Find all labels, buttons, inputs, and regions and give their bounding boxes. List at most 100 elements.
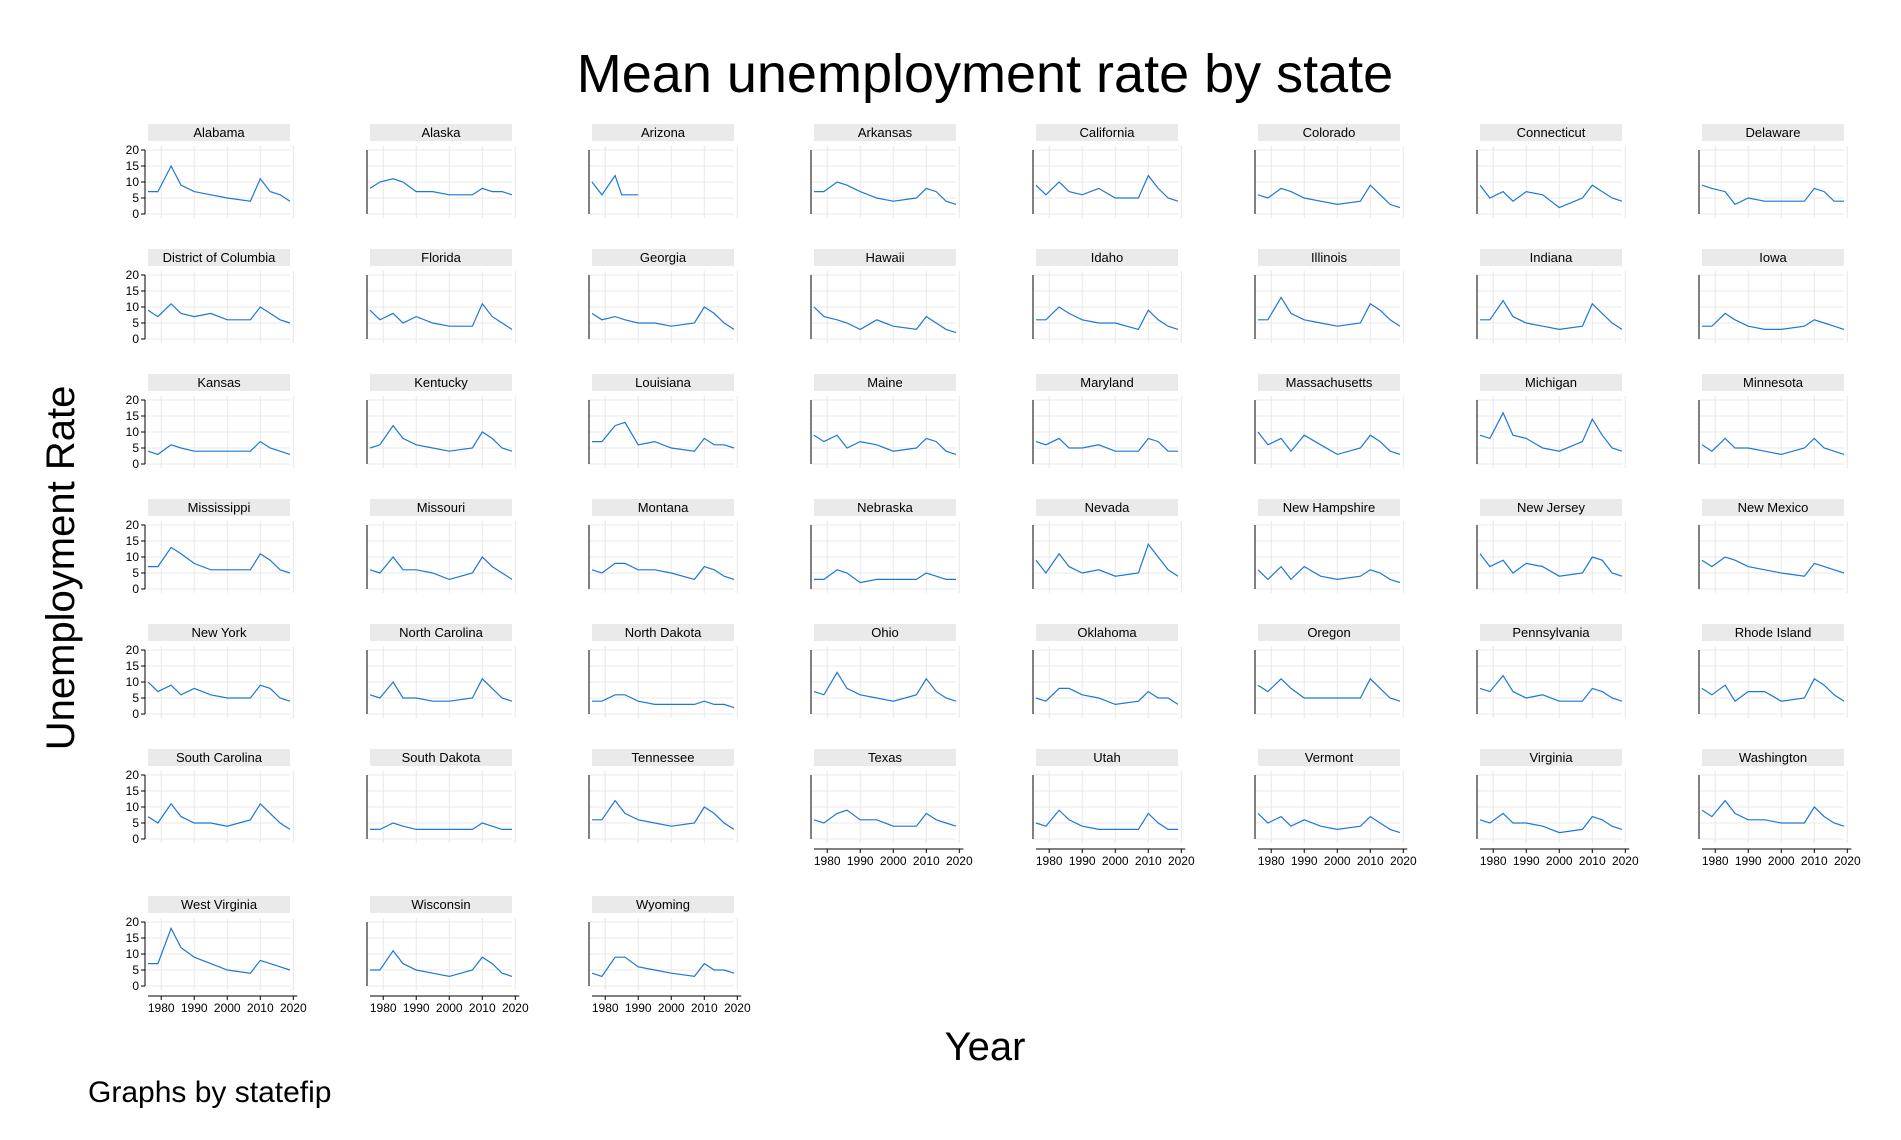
y-tick-label: 5 — [132, 963, 139, 977]
x-tick-label: 2010 — [247, 1001, 274, 1015]
panel-arkansas: Arkansas — [810, 124, 960, 218]
x-tick-label: 2000 — [1768, 854, 1795, 868]
series-line — [1257, 184, 1401, 209]
panel-label: Alaska — [421, 125, 461, 140]
panel-label: Wyoming — [636, 897, 690, 912]
panel-strip — [1702, 124, 1844, 141]
x-tick-label: 1980 — [148, 1001, 175, 1015]
panel-michigan: Michigan — [1476, 374, 1626, 468]
panel-louisiana: Louisiana — [588, 374, 738, 468]
panel-strip — [148, 896, 290, 913]
panel-strip — [1480, 499, 1622, 516]
panel-label: North Carolina — [399, 625, 484, 640]
series-line — [148, 546, 291, 574]
panel-ohio: Ohio — [810, 624, 960, 718]
y-tick-label: 20 — [126, 768, 140, 782]
x-tick-label: 1990 — [403, 1001, 430, 1015]
panel-strip — [1258, 499, 1400, 516]
panel-tennessee: Tennessee — [588, 749, 738, 843]
panel-label: Michigan — [1525, 375, 1577, 390]
panel-label: Montana — [638, 500, 689, 515]
series-line — [813, 671, 957, 702]
panel-kentucky: Kentucky — [366, 374, 516, 468]
x-tick-label: 2020 — [724, 1001, 751, 1015]
y-tick-label: 5 — [132, 816, 139, 830]
series-line — [592, 799, 735, 830]
panel-strip — [1702, 499, 1844, 516]
panel-missouri: Missouri — [366, 499, 516, 593]
panel-strip — [592, 624, 734, 641]
y-tick-label: 20 — [126, 393, 140, 407]
panel-strip — [370, 896, 512, 913]
x-tick-label: 1990 — [1513, 854, 1540, 868]
panel-label: Kentucky — [414, 375, 468, 390]
panel-strip — [1258, 749, 1400, 766]
series-line — [147, 681, 291, 702]
panel-strip — [814, 124, 956, 141]
series-line — [591, 956, 735, 978]
y-tick-label: 0 — [132, 332, 139, 346]
panel-label: New Jersey — [1517, 500, 1585, 515]
panel-label: Delaware — [1746, 125, 1801, 140]
panel-alabama: Alabama 0 5 10 15 20 — [126, 124, 294, 221]
series-line — [147, 802, 291, 830]
panel-label: Tennessee — [632, 750, 695, 765]
series-line — [1035, 687, 1179, 706]
panel-south-dakota: South Dakota — [366, 749, 516, 843]
panel-new-jersey: New Jersey — [1476, 499, 1626, 593]
panel-strip — [370, 374, 512, 391]
panel-pennsylvania: Pennsylvania — [1476, 624, 1626, 718]
panel-vermont: Vermont 1980 1990 2000 2010 2020 — [1254, 749, 1417, 868]
panel-california: California — [1032, 124, 1182, 218]
panel-strip — [1702, 249, 1844, 266]
x-tick-label: 1980 — [370, 1001, 397, 1015]
panel-strip — [1036, 499, 1178, 516]
series-line — [1258, 296, 1401, 327]
panel-label: South Carolina — [176, 750, 263, 765]
chart-note: Graphs by statefip — [88, 1076, 331, 1109]
series-line — [591, 306, 735, 330]
panel-label: New York — [192, 625, 247, 640]
panel-new-york: New York 0 5 10 15 20 — [126, 624, 294, 721]
x-tick-label: 1990 — [625, 1001, 652, 1015]
panel-label: Oregon — [1307, 625, 1350, 640]
panel-strip — [814, 499, 956, 516]
y-tick-label: 15 — [126, 931, 140, 945]
panel-strip — [1036, 624, 1178, 641]
panel-label: Wisconsin — [411, 897, 470, 912]
series-line — [813, 809, 957, 827]
panel-label: Louisiana — [635, 375, 691, 390]
panel-label: Nebraska — [857, 500, 913, 515]
panel-label: Hawaii — [865, 250, 904, 265]
series-line — [1036, 306, 1179, 331]
series-line — [148, 926, 291, 974]
panel-label: North Dakota — [625, 625, 702, 640]
x-tick-label: 1990 — [181, 1001, 208, 1015]
x-tick-label: 1990 — [1069, 854, 1096, 868]
panel-strip — [148, 374, 290, 391]
x-tick-label: 2010 — [1135, 854, 1162, 868]
y-tick-label: 10 — [126, 425, 140, 439]
panel-strip — [1036, 374, 1178, 391]
x-tick-label: 1980 — [1480, 854, 1507, 868]
x-tick-label: 2020 — [280, 1001, 307, 1015]
panel-west-virginia: West Virginia 0 5 10 15 20 1980 1990 2000 2010 202… — [126, 896, 307, 1015]
panel-wyoming: Wyoming 1980 1990 2000 2010 2020 — [588, 896, 751, 1015]
panel-label: Rhode Island — [1735, 625, 1812, 640]
y-tick-label: 0 — [132, 707, 139, 721]
panel-delaware: Delaware — [1698, 124, 1848, 218]
x-tick-label: 1990 — [847, 854, 874, 868]
panel-strip — [592, 124, 734, 141]
x-tick-label: 1990 — [1735, 854, 1762, 868]
panel-strip — [1480, 249, 1622, 266]
panel-strip — [1480, 374, 1622, 391]
x-tick-label: 2010 — [469, 1001, 496, 1015]
y-tick-label: 5 — [132, 566, 139, 580]
panel-strip — [370, 249, 512, 266]
panel-label: Virginia — [1529, 750, 1573, 765]
panel-strip — [1702, 374, 1844, 391]
panel-florida: Florida — [366, 249, 516, 343]
panel-label: Ohio — [871, 625, 898, 640]
panel-label: California — [1080, 125, 1136, 140]
panel-strip — [1036, 749, 1178, 766]
